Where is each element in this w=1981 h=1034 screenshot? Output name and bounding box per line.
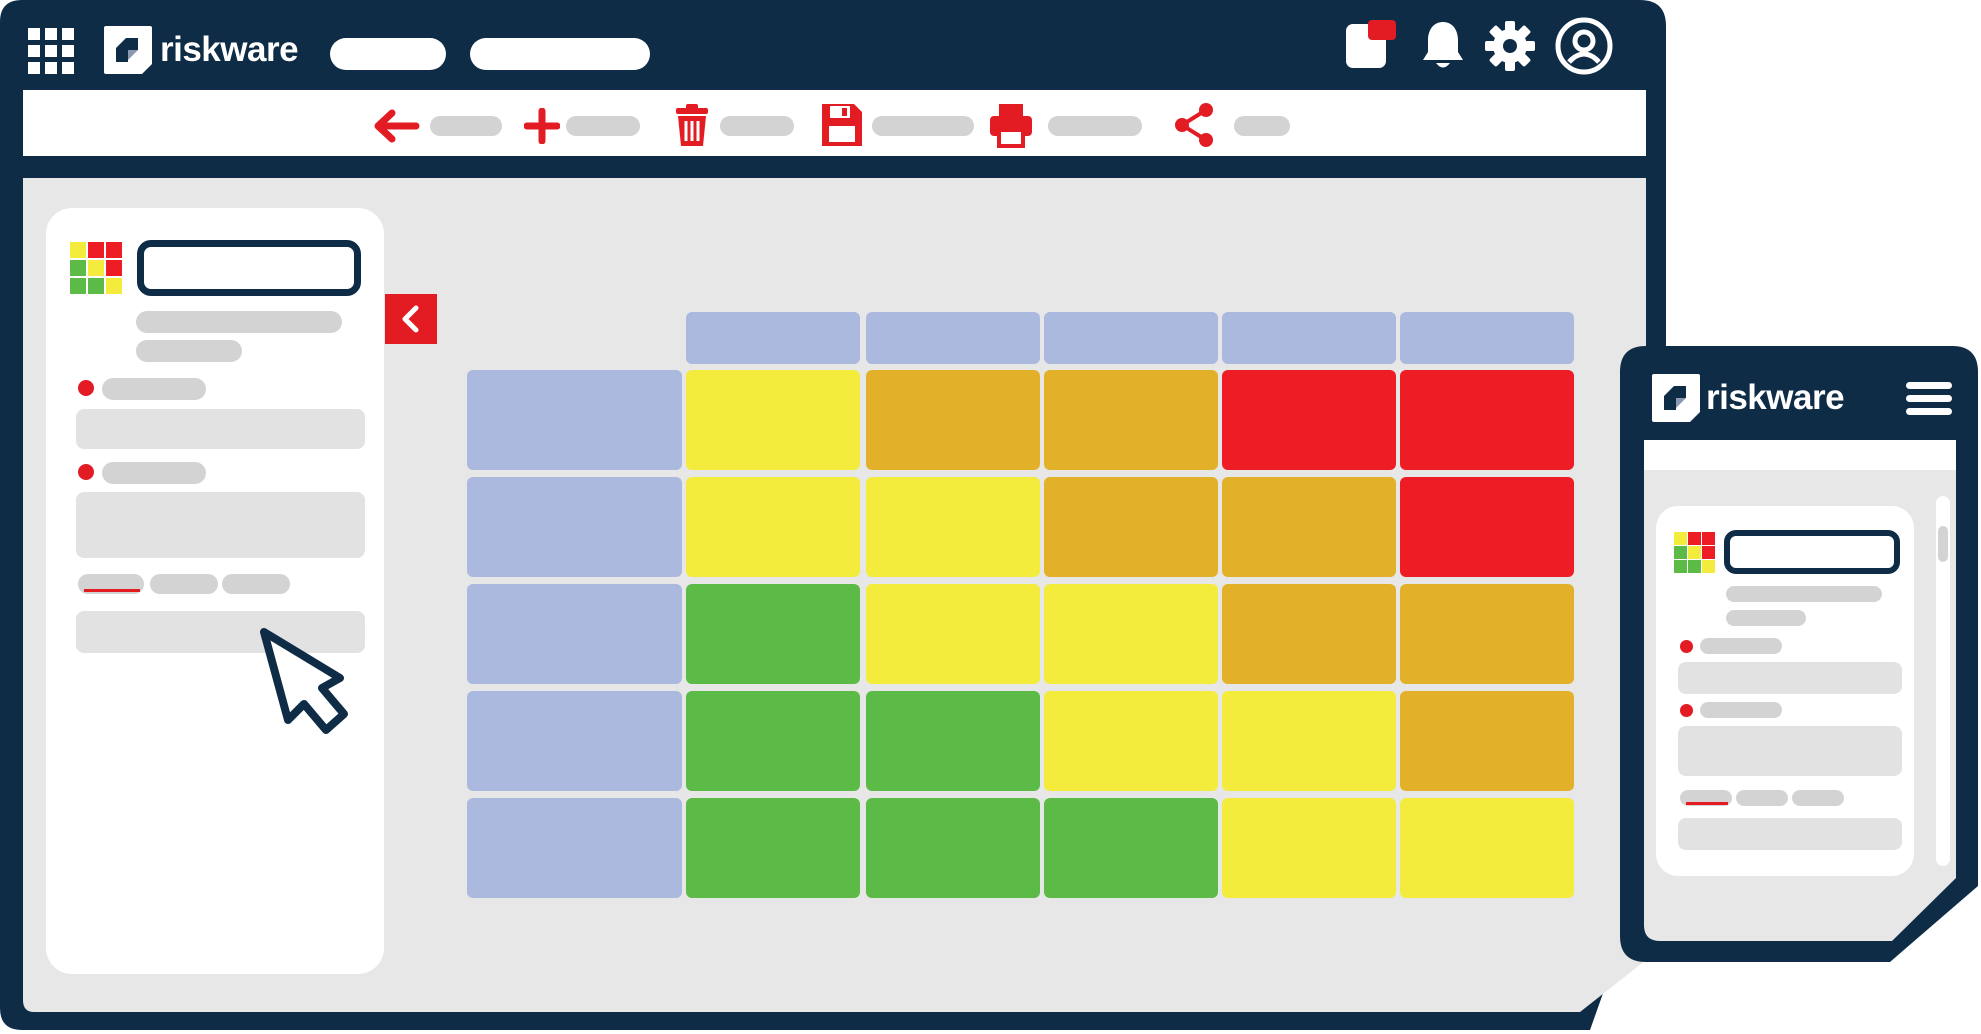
riskware-logo-icon <box>1652 374 1700 422</box>
mobile-field-label-2 <box>1700 702 1782 718</box>
chevron-left-icon <box>402 305 419 333</box>
toolbar-label-save <box>872 116 974 136</box>
mobile-tab-3[interactable] <box>1792 790 1844 806</box>
subtitle-line-1 <box>136 311 342 333</box>
mobile-scrollbar-thumb[interactable] <box>1938 526 1948 562</box>
collapse-panel-button[interactable] <box>385 294 437 344</box>
add-icon[interactable] <box>524 108 560 144</box>
toolbar-label-back <box>430 116 502 136</box>
matrix-cell-medium[interactable] <box>1044 691 1218 791</box>
matrix-cell-medium[interactable] <box>866 584 1040 684</box>
matrix-cell-medium[interactable] <box>1222 798 1396 898</box>
risk-matrix-thumbnail-icon <box>70 242 122 294</box>
mobile-brand-name: riskware <box>1706 378 1845 417</box>
toolbar-label-share <box>1234 116 1290 136</box>
required-indicator-1 <box>78 380 94 396</box>
matrix-cell-high[interactable] <box>866 370 1040 470</box>
matrix-cell-high[interactable] <box>1400 584 1574 684</box>
matrix-cell-low[interactable] <box>1044 798 1218 898</box>
matrix-cell-high[interactable] <box>1044 477 1218 577</box>
required-indicator-2 <box>78 464 94 480</box>
matrix-row-header[interactable] <box>467 370 682 470</box>
matrix-cell-extreme[interactable] <box>1400 370 1574 470</box>
mobile-field-label-1 <box>1700 638 1782 654</box>
bell-icon[interactable] <box>1420 18 1466 72</box>
matrix-row-header[interactable] <box>467 798 682 898</box>
user-account-icon[interactable] <box>1554 16 1614 76</box>
mobile-required-indicator-1 <box>1680 640 1693 653</box>
mobile-tab-2[interactable] <box>1736 790 1788 806</box>
matrix-cell-high[interactable] <box>1222 584 1396 684</box>
mobile-form-field-2[interactable] <box>1678 726 1902 776</box>
back-arrow-icon[interactable] <box>372 108 420 144</box>
matrix-cell-high[interactable] <box>1044 370 1218 470</box>
matrix-cell-extreme[interactable] <box>1400 477 1574 577</box>
delete-trash-icon[interactable] <box>672 104 712 148</box>
matrix-cell-low[interactable] <box>686 798 860 898</box>
form-field-2[interactable] <box>76 492 365 558</box>
matrix-cell-low[interactable] <box>686 691 860 791</box>
mobile-form-field-3[interactable] <box>1678 818 1902 850</box>
matrix-cell-high[interactable] <box>1400 691 1574 791</box>
mobile-subtitle-line-2 <box>1726 610 1806 626</box>
tab-active-underline <box>84 589 140 592</box>
matrix-cell-low[interactable] <box>686 584 860 684</box>
matrix-column-header[interactable] <box>1400 312 1574 364</box>
matrix-row-header[interactable] <box>467 584 682 684</box>
mobile-form-field-1[interactable] <box>1678 662 1902 694</box>
mobile-required-indicator-2 <box>1680 704 1693 717</box>
form-field-3[interactable] <box>76 611 365 653</box>
share-icon[interactable] <box>1172 102 1216 148</box>
matrix-row-header[interactable] <box>467 477 682 577</box>
matrix-column-header[interactable] <box>866 312 1040 364</box>
tab-3[interactable] <box>222 574 290 594</box>
settings-gear-icon[interactable] <box>1484 20 1536 72</box>
matrix-column-header[interactable] <box>1044 312 1218 364</box>
apps-grid-icon[interactable] <box>28 28 78 76</box>
tab-2[interactable] <box>150 574 218 594</box>
matrix-row-header[interactable] <box>467 691 682 791</box>
form-field-1[interactable] <box>76 409 365 449</box>
matrix-cell-medium[interactable] <box>1222 691 1396 791</box>
field-label-1 <box>102 378 206 400</box>
matrix-cell-extreme[interactable] <box>1222 370 1396 470</box>
matrix-cell-high[interactable] <box>1222 477 1396 577</box>
mobile-tab-active-underline <box>1686 802 1728 805</box>
toolbar-label-delete <box>720 116 794 136</box>
mobile-title-input[interactable] <box>1724 530 1900 574</box>
header-nav-pill-2[interactable] <box>470 38 650 70</box>
notification-card-icon[interactable] <box>1344 18 1400 74</box>
header-nav-pill-1[interactable] <box>330 38 446 70</box>
print-icon[interactable] <box>988 102 1034 148</box>
matrix-cell-medium[interactable] <box>1400 798 1574 898</box>
matrix-column-header[interactable] <box>686 312 860 364</box>
matrix-cell-low[interactable] <box>866 798 1040 898</box>
mobile-subtitle-line-1 <box>1726 586 1882 602</box>
mouse-cursor-icon <box>260 628 348 734</box>
matrix-cell-medium[interactable] <box>686 477 860 577</box>
matrix-cell-medium[interactable] <box>866 477 1040 577</box>
save-icon[interactable] <box>820 102 864 148</box>
desktop-window: riskware <box>0 0 1670 1030</box>
subtitle-line-2 <box>136 340 242 362</box>
riskware-logo-icon <box>104 26 152 74</box>
matrix-cell-medium[interactable] <box>1044 584 1218 684</box>
mobile-scrollbar-track[interactable] <box>1936 496 1950 866</box>
mobile-risk-matrix-thumbnail-icon <box>1674 532 1715 573</box>
title-input[interactable] <box>137 240 361 296</box>
toolbar-label-add <box>566 116 640 136</box>
matrix-cell-low[interactable] <box>866 691 1040 791</box>
matrix-cell-medium[interactable] <box>686 370 860 470</box>
hamburger-menu-icon[interactable] <box>1906 380 1952 418</box>
field-label-2 <box>102 462 206 484</box>
toolbar-label-print <box>1048 116 1142 136</box>
matrix-column-header[interactable] <box>1222 312 1396 364</box>
brand-name: riskware <box>160 30 299 69</box>
